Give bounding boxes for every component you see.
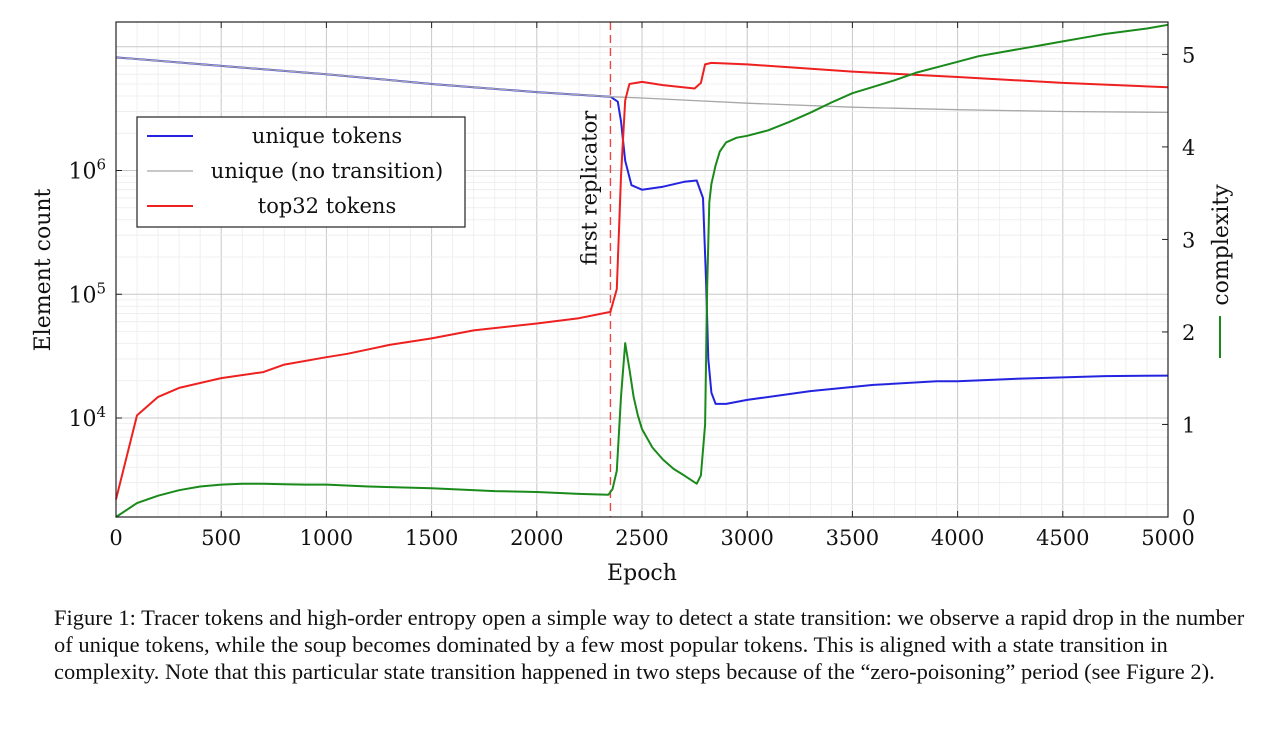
x-tick-label: 1500 [405, 526, 458, 550]
x-tick-label: 2000 [510, 526, 563, 550]
x-tick-label: 4000 [931, 526, 984, 550]
x-tick-label: 2500 [615, 526, 668, 550]
y-right-tick-label: 0 [1182, 506, 1195, 530]
y-right-tick-label: 2 [1182, 321, 1195, 345]
annotation-layer: first replicator [577, 22, 612, 517]
x-tick-label: 3000 [720, 526, 773, 550]
first-replicator-label: first replicator [577, 110, 601, 266]
series-line-complexity [115, 23, 1169, 518]
x-tick-label: 0 [109, 526, 122, 550]
y-right-tick-label: 5 [1182, 43, 1195, 67]
x-tick-label: 4500 [1036, 526, 1089, 550]
legend-label: top32 tokens [258, 194, 396, 218]
figure-caption: Figure 1: Tracer tokens and high-order e… [54, 605, 1245, 684]
y-left-tick-label: 105 [68, 279, 106, 308]
x-tick-label: 500 [201, 526, 241, 550]
series-layer [115, 23, 1169, 518]
y-axis-label-left: Element count [31, 188, 56, 351]
grid [115, 22, 1169, 517]
y-left-tick-label: 104 [68, 403, 106, 432]
y-axis-label-right: complexity [1209, 184, 1234, 306]
x-tick-label: 3500 [826, 526, 879, 550]
x-tick-label: 5000 [1141, 526, 1194, 550]
chart: first replicator 0 500 1000 1500 2000 2500 300… [31, 21, 1234, 586]
x-axis-label: Epoch [607, 561, 677, 586]
x-tick-label: 1000 [300, 526, 353, 550]
legend: unique tokens unique (no transition) top32… [136, 116, 466, 228]
y-right-tick-label: 4 [1182, 136, 1195, 160]
y-right-tick-label: 1 [1182, 413, 1195, 437]
y-right-tick-label: 3 [1182, 228, 1195, 252]
axis-ticks: 0 500 1000 1500 2000 2500 3000 3500 4000 4500 5000… [68, 22, 1195, 550]
legend-label: unique (no transition) [211, 159, 443, 183]
legend-label: unique tokens [252, 124, 402, 148]
y-left-tick-label: 106 [68, 156, 106, 185]
series-line-top32-tokens [115, 61, 1169, 500]
